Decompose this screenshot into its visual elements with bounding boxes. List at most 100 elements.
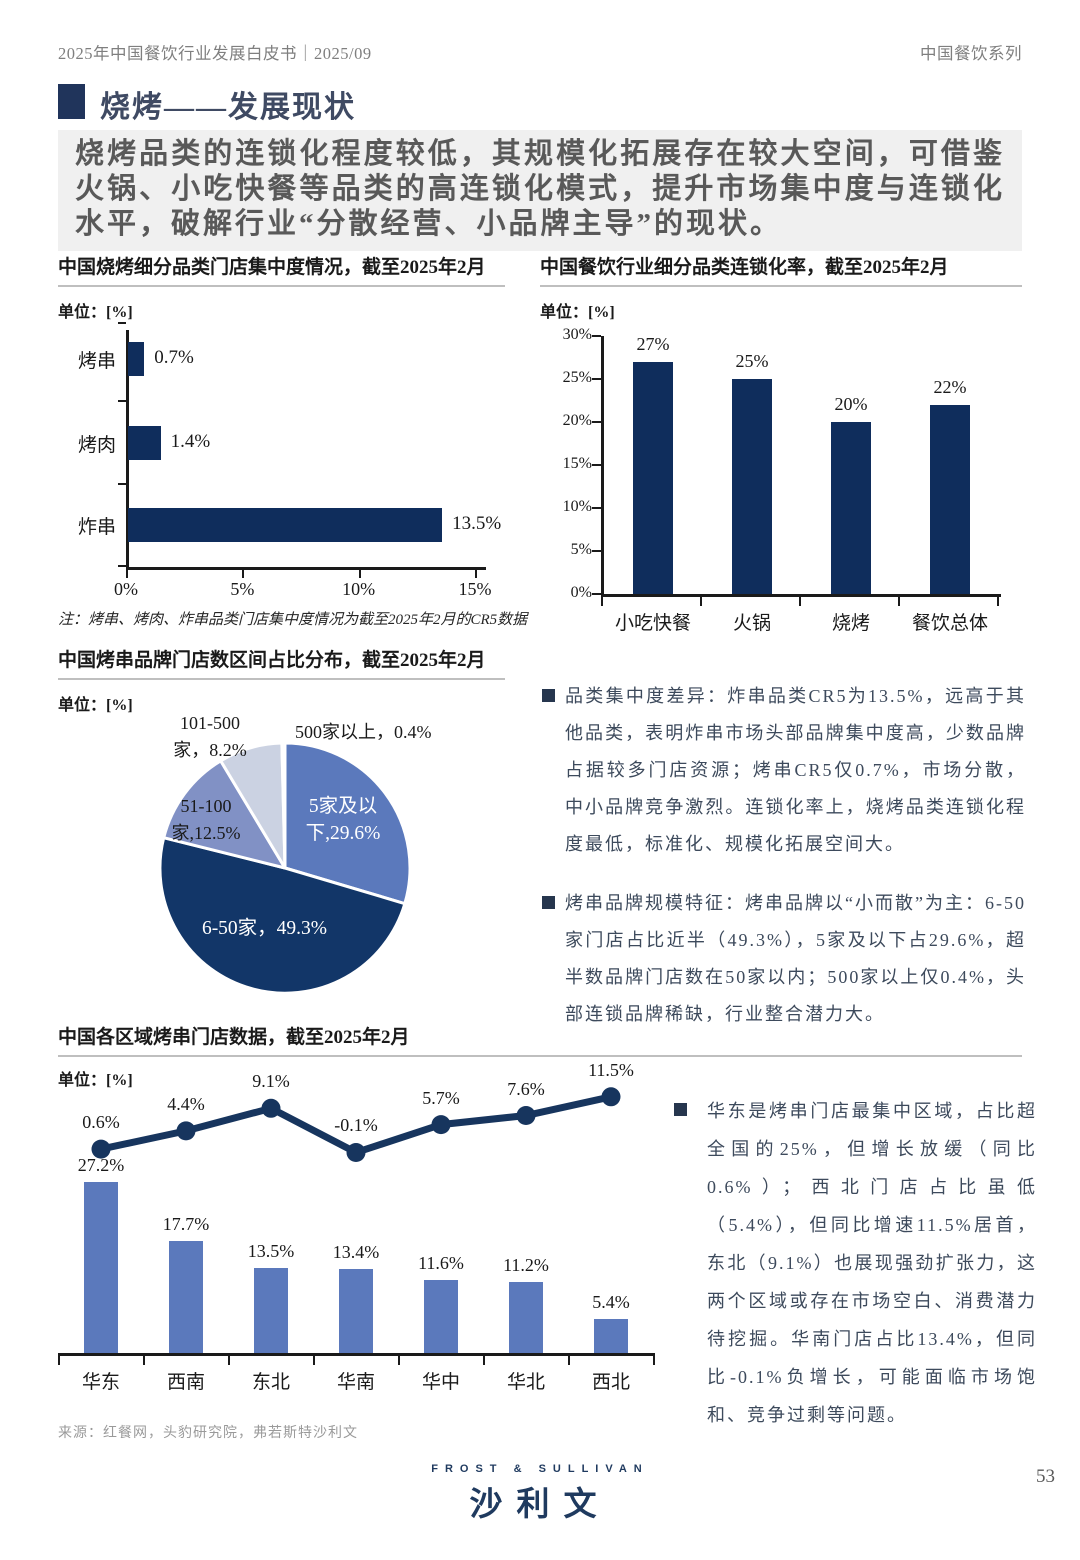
x-tick-label: 0% [114,579,138,599]
line-value-label: 0.6% [82,1112,120,1133]
x-tick [126,570,128,578]
category-label: 华中 [421,1372,460,1393]
bar-value-label: 13.4% [332,1241,380,1262]
bar-value-label: 20% [834,394,868,414]
x-tick-label: 10% [342,579,376,599]
chart-title: 中国烧烤细分品类门店集中度情况，截至2025年2月 [58,257,486,278]
line-point [176,1121,196,1141]
chart-brand-store-distribution: 中国烤串品牌门店数区间占比分布，截至2025年2月 单位：[%] 5家及以 下,2… [58,645,528,1022]
bar [594,1318,628,1353]
header-left: 2025年中国餐饮行业发展白皮书｜2025/09 [58,44,372,63]
category-label: 华北 [506,1372,545,1393]
x-axis [601,594,1001,597]
bar [633,361,673,594]
x-tick [653,1356,655,1365]
x-tick [483,1356,485,1365]
line-value-label: 11.5% [588,1059,634,1080]
bar-value-label: 0.7% [154,347,194,368]
bar [128,342,145,376]
key-message-banner: 烧烤品类的连锁化程度较低，其规模化拓展存在较大空间，可借鉴火锅、小吃快餐等品类的… [58,130,1022,251]
unit-label: 单位：[%] [58,697,133,714]
bar [128,508,443,542]
category-label: 烤串 [77,351,116,372]
y-tick [592,464,601,466]
x-axis [126,567,486,570]
line-value-label: 9.1% [252,1071,290,1092]
y-tick [592,335,601,337]
category-label: 餐饮总体 [911,613,988,634]
frost-sullivan-logo: FROST & SULLIVAN [431,1463,649,1475]
bar [831,422,871,594]
x-tick-label: 5% [230,579,255,599]
line-value-label: -0.1% [334,1115,378,1136]
y-tick-label: 5% [570,541,592,558]
bar [128,426,161,460]
x-tick [313,1356,315,1365]
pie-slice [283,741,412,906]
bar-value-label: 27% [636,333,670,354]
pie-slice-label: 6-50家，49.3% [201,918,328,939]
bar-value-label: 1.4% [170,431,211,452]
analysis-bullets: 品类集中度差异：炸串品类CR5为13.5%，远高于其他品类，表明炸串市场头部品牌… [542,678,1026,1033]
y-tick [118,322,126,324]
line-point [601,1087,621,1107]
bullet-square-icon [674,1103,687,1116]
pie-slice-label: 51-100 家,12.5% [171,796,241,843]
bar [84,1181,118,1353]
bar [254,1267,288,1353]
bar [509,1282,543,1353]
pie-slice-label: 101-500 家，8.2% [173,713,247,760]
x-tick [228,1356,230,1365]
x-tick [700,597,702,606]
category-label: 小吃快餐 [614,613,691,634]
bar-value-label: 5.4% [592,1291,630,1312]
chart-title: 中国餐饮行业细分品类连锁化率，截至2025年2月 [540,257,949,278]
category-label: 火锅 [732,613,771,634]
category-label: 烧烤 [831,613,870,634]
title-rule [58,1055,1022,1057]
region-analysis-bullet: 华东是烤串门店最集中区域，占比超全国的25%，但增长放缓（同比0.6%）；西北门… [674,1092,1037,1434]
section-title-marker [58,84,85,119]
category-label: 西南 [166,1372,205,1393]
y-tick [592,507,601,509]
y-tick-label: 10% [562,498,592,515]
unit-label: 单位：[%] [540,304,615,321]
line-point [516,1106,536,1125]
line-point [261,1098,281,1118]
page-title: 烧烤——发展现状 [100,91,356,124]
x-tick [898,597,900,606]
chart-chain-rate: 中国餐饮行业细分品类连锁化率，截至2025年2月 单位：[%] 0% 5% 10% 1… [540,252,1022,652]
bar-value-label: 11.6% [418,1252,464,1273]
category-label: 东北 [251,1372,290,1393]
pie-svg [158,741,412,995]
bar [424,1279,458,1353]
pie-slice [158,836,407,995]
line-value-label: 7.6% [507,1078,545,1099]
chart-title: 中国烤串品牌门店数区间占比分布，截至2025年2月 [58,650,486,671]
y-tick-label: 0% [570,584,592,601]
title-rule [58,678,505,680]
x-tick [799,597,801,606]
x-tick [398,1356,400,1365]
bar [930,404,970,594]
x-axis [58,1353,655,1356]
y-tick [118,483,126,485]
x-tick [568,1356,570,1365]
header-right: 中国餐饮系列 [920,44,1022,63]
y-tick [592,378,601,380]
y-tick [118,400,126,402]
x-tick [358,570,361,578]
bar-value-label: 13.5% [452,513,502,534]
y-tick-label: 25% [562,369,592,386]
bullet-brand-scale: 烤串品牌规模特征：烤串品牌以“小而散”为主：6-50家门店占比近半（49.3%）… [542,885,1026,1033]
bar-value-label: 13.5% [247,1240,295,1261]
bullet-text: 烤串品牌规模特征：烤串品牌以“小而散”为主：6-50家门店占比近半（49.3%）… [565,893,1026,1024]
growth-line-svg [91,1087,621,1162]
title-rule [58,285,505,287]
source-note: 来源：红餐网，头豹研究院，弗若斯特沙利文 [58,1426,358,1441]
category-label: 华南 [336,1372,375,1393]
y-tick-label: 20% [562,412,592,429]
line-point [91,1139,111,1159]
pie-slice [162,759,287,870]
